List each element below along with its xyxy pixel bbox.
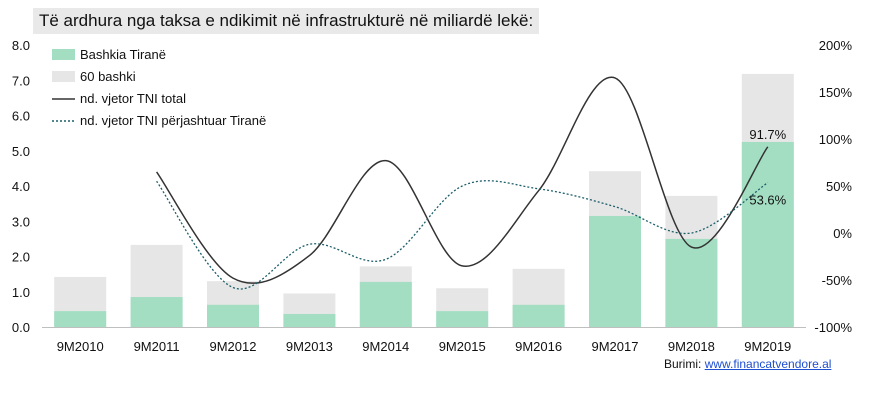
bar [741,141,794,327]
x-tick-label: 9M2012 [210,339,257,354]
x-tick-label: 9M2014 [362,339,409,354]
data-label: 91.7% [749,127,786,142]
bar [283,313,336,327]
source-note: Burimi: www.financatvendore.al [664,357,831,371]
x-tick-label: 9M2017 [592,339,639,354]
x-tick-label: 9M2018 [668,339,715,354]
left-tick-label: 0.0 [12,320,30,335]
left-tick-label: 8.0 [12,38,30,53]
bar [665,238,718,327]
left-tick-label: 3.0 [12,214,30,229]
legend-label: Bashkia Tiranë [80,47,166,62]
chart-title: Të ardhura nga taksa e ndikimit në infra… [33,8,540,34]
left-tick-label: 7.0 [12,73,30,88]
left-tick-label: 5.0 [12,144,30,159]
bar [589,215,641,327]
x-tick-label: 9M2016 [515,339,562,354]
x-tick-label: 9M2019 [744,339,791,354]
right-tick-label: 150% [819,85,853,100]
legend-label: nd. vjetor TNI përjashtuar Tiranë [80,113,266,128]
bar [436,311,489,327]
bars-layer [54,73,794,327]
line-series [155,76,769,284]
legend-swatch [52,71,75,82]
bar [512,304,565,327]
right-tick-label: 100% [819,132,853,147]
x-tick-label: 9M2011 [134,339,180,354]
data-label: 53.6% [749,193,786,208]
left-tick-label: 1.0 [12,285,30,300]
bar [130,297,183,327]
right-tick-label: -100% [814,320,852,335]
line-series [156,180,769,290]
annotations: 91.7% 53.6% [749,127,786,208]
source-link[interactable]: www.financatvendore.al [704,357,832,371]
x-tick-label: 9M2010 [57,339,104,354]
bar [359,281,412,327]
left-tick-label: 4.0 [12,179,30,194]
left-tick-label: 2.0 [12,250,30,265]
right-tick-label: 0% [833,226,852,241]
x-tick-label: 9M2013 [286,339,333,354]
source-label: Burimi: [664,357,702,371]
x-tick-label: 9M2015 [439,339,486,354]
left-tick-label: 6.0 [12,109,30,124]
right-tick-label: -50% [822,273,853,288]
legend-swatch [52,49,75,60]
lines-layer [155,76,769,290]
legend: Bashkia Tiranë 60 bashki nd. vjetor TNI to… [52,47,266,128]
right-tick-label: 50% [826,179,852,194]
bar [54,311,107,327]
right-tick-label: 200% [819,38,853,53]
bar [207,304,259,327]
legend-label: 60 bashki [80,69,136,84]
legend-label: nd. vjetor TNI total [80,91,186,106]
axis-layer: 0.0 1.0 2.0 3.0 4.0 5.0 6.0 7.0 8.0 -100% -50% 0% 50… [12,38,853,354]
